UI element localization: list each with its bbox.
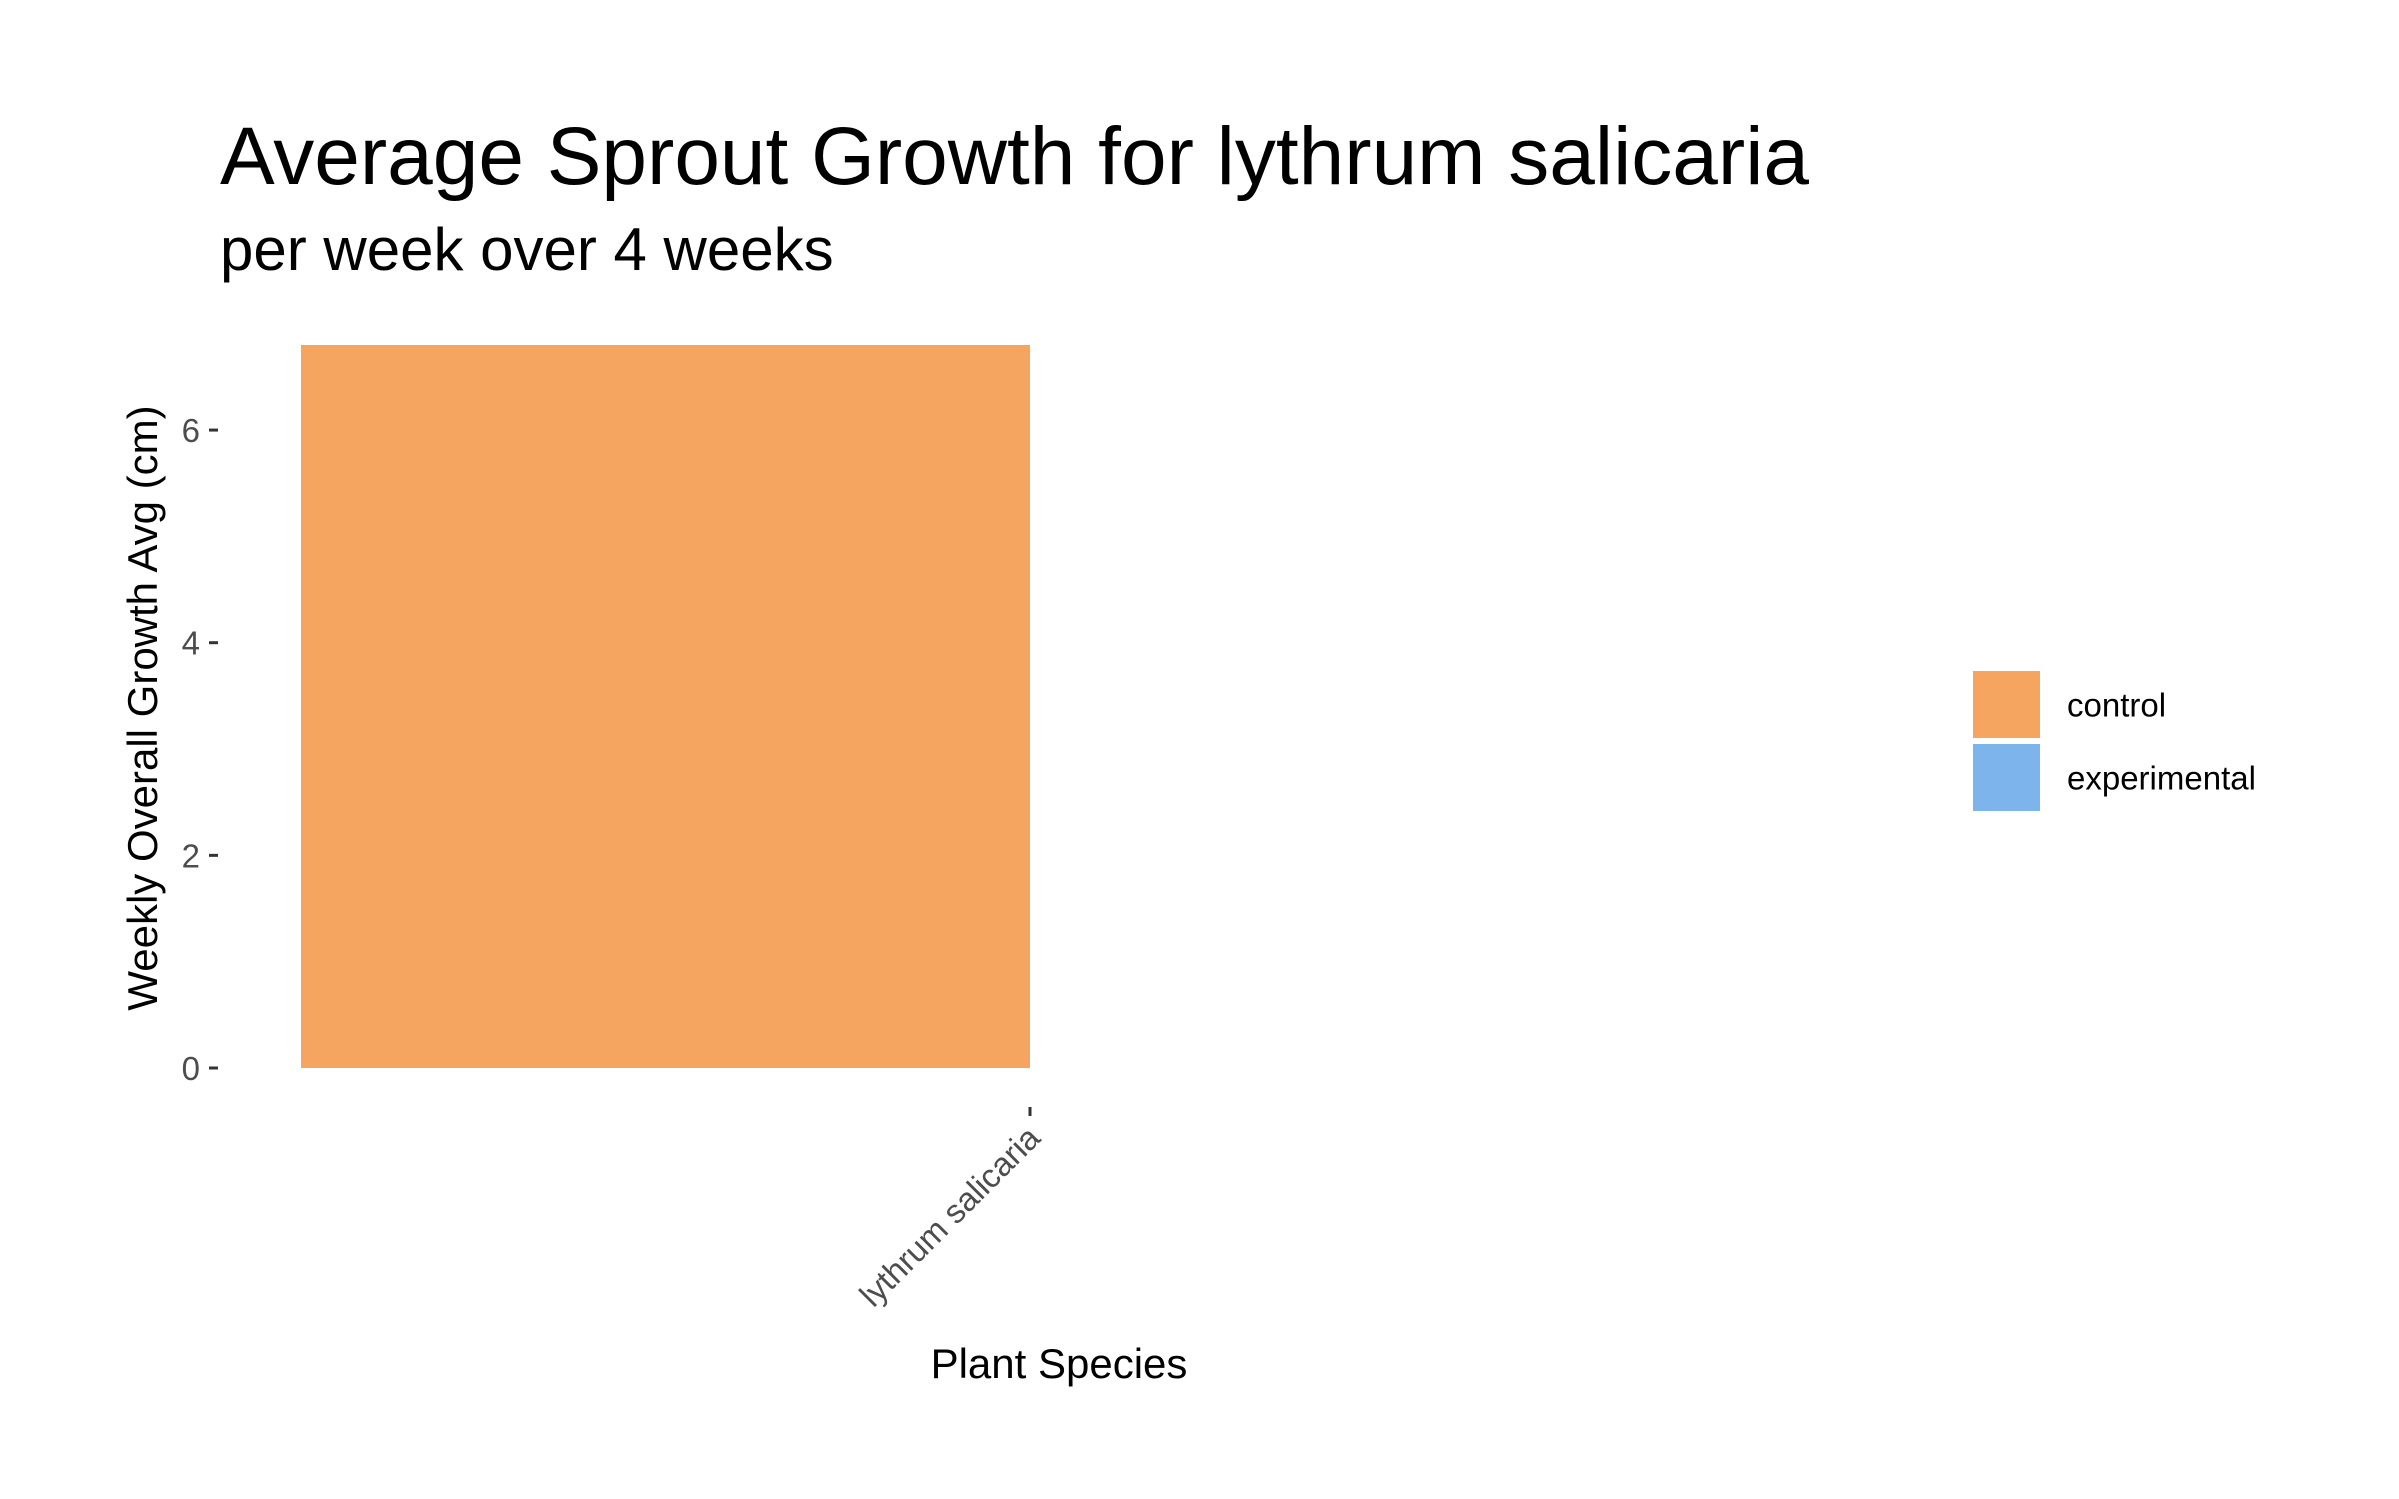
y-tick-label: 2 <box>182 837 200 874</box>
legend-label: control <box>2067 687 2166 724</box>
y-tick-label: 6 <box>182 412 200 449</box>
y-axis-title: Weekly Overall Growth Avg (cm) <box>119 405 166 1010</box>
legend-key-experimental <box>1973 744 2040 811</box>
legend-key-control <box>1973 671 2040 738</box>
x-tick-label: lythrum salicaria <box>852 1118 1047 1313</box>
legend: control experimental <box>1973 671 2256 811</box>
x-axis-title: Plant Species <box>931 1340 1188 1387</box>
y-tick-label: 4 <box>182 625 200 662</box>
y-axis: 0 2 4 6 <box>182 412 218 1087</box>
y-tick-label: 0 <box>182 1050 200 1087</box>
chart-subtitle: per week over 4 weeks <box>220 216 834 283</box>
x-axis: lythrum salicaria <box>852 1107 1047 1314</box>
bars <box>301 345 1030 1068</box>
bar-control <box>301 345 1030 1068</box>
legend-label: experimental <box>2067 760 2256 797</box>
chart-title: Average Sprout Growth for lythrum salica… <box>220 111 1809 202</box>
